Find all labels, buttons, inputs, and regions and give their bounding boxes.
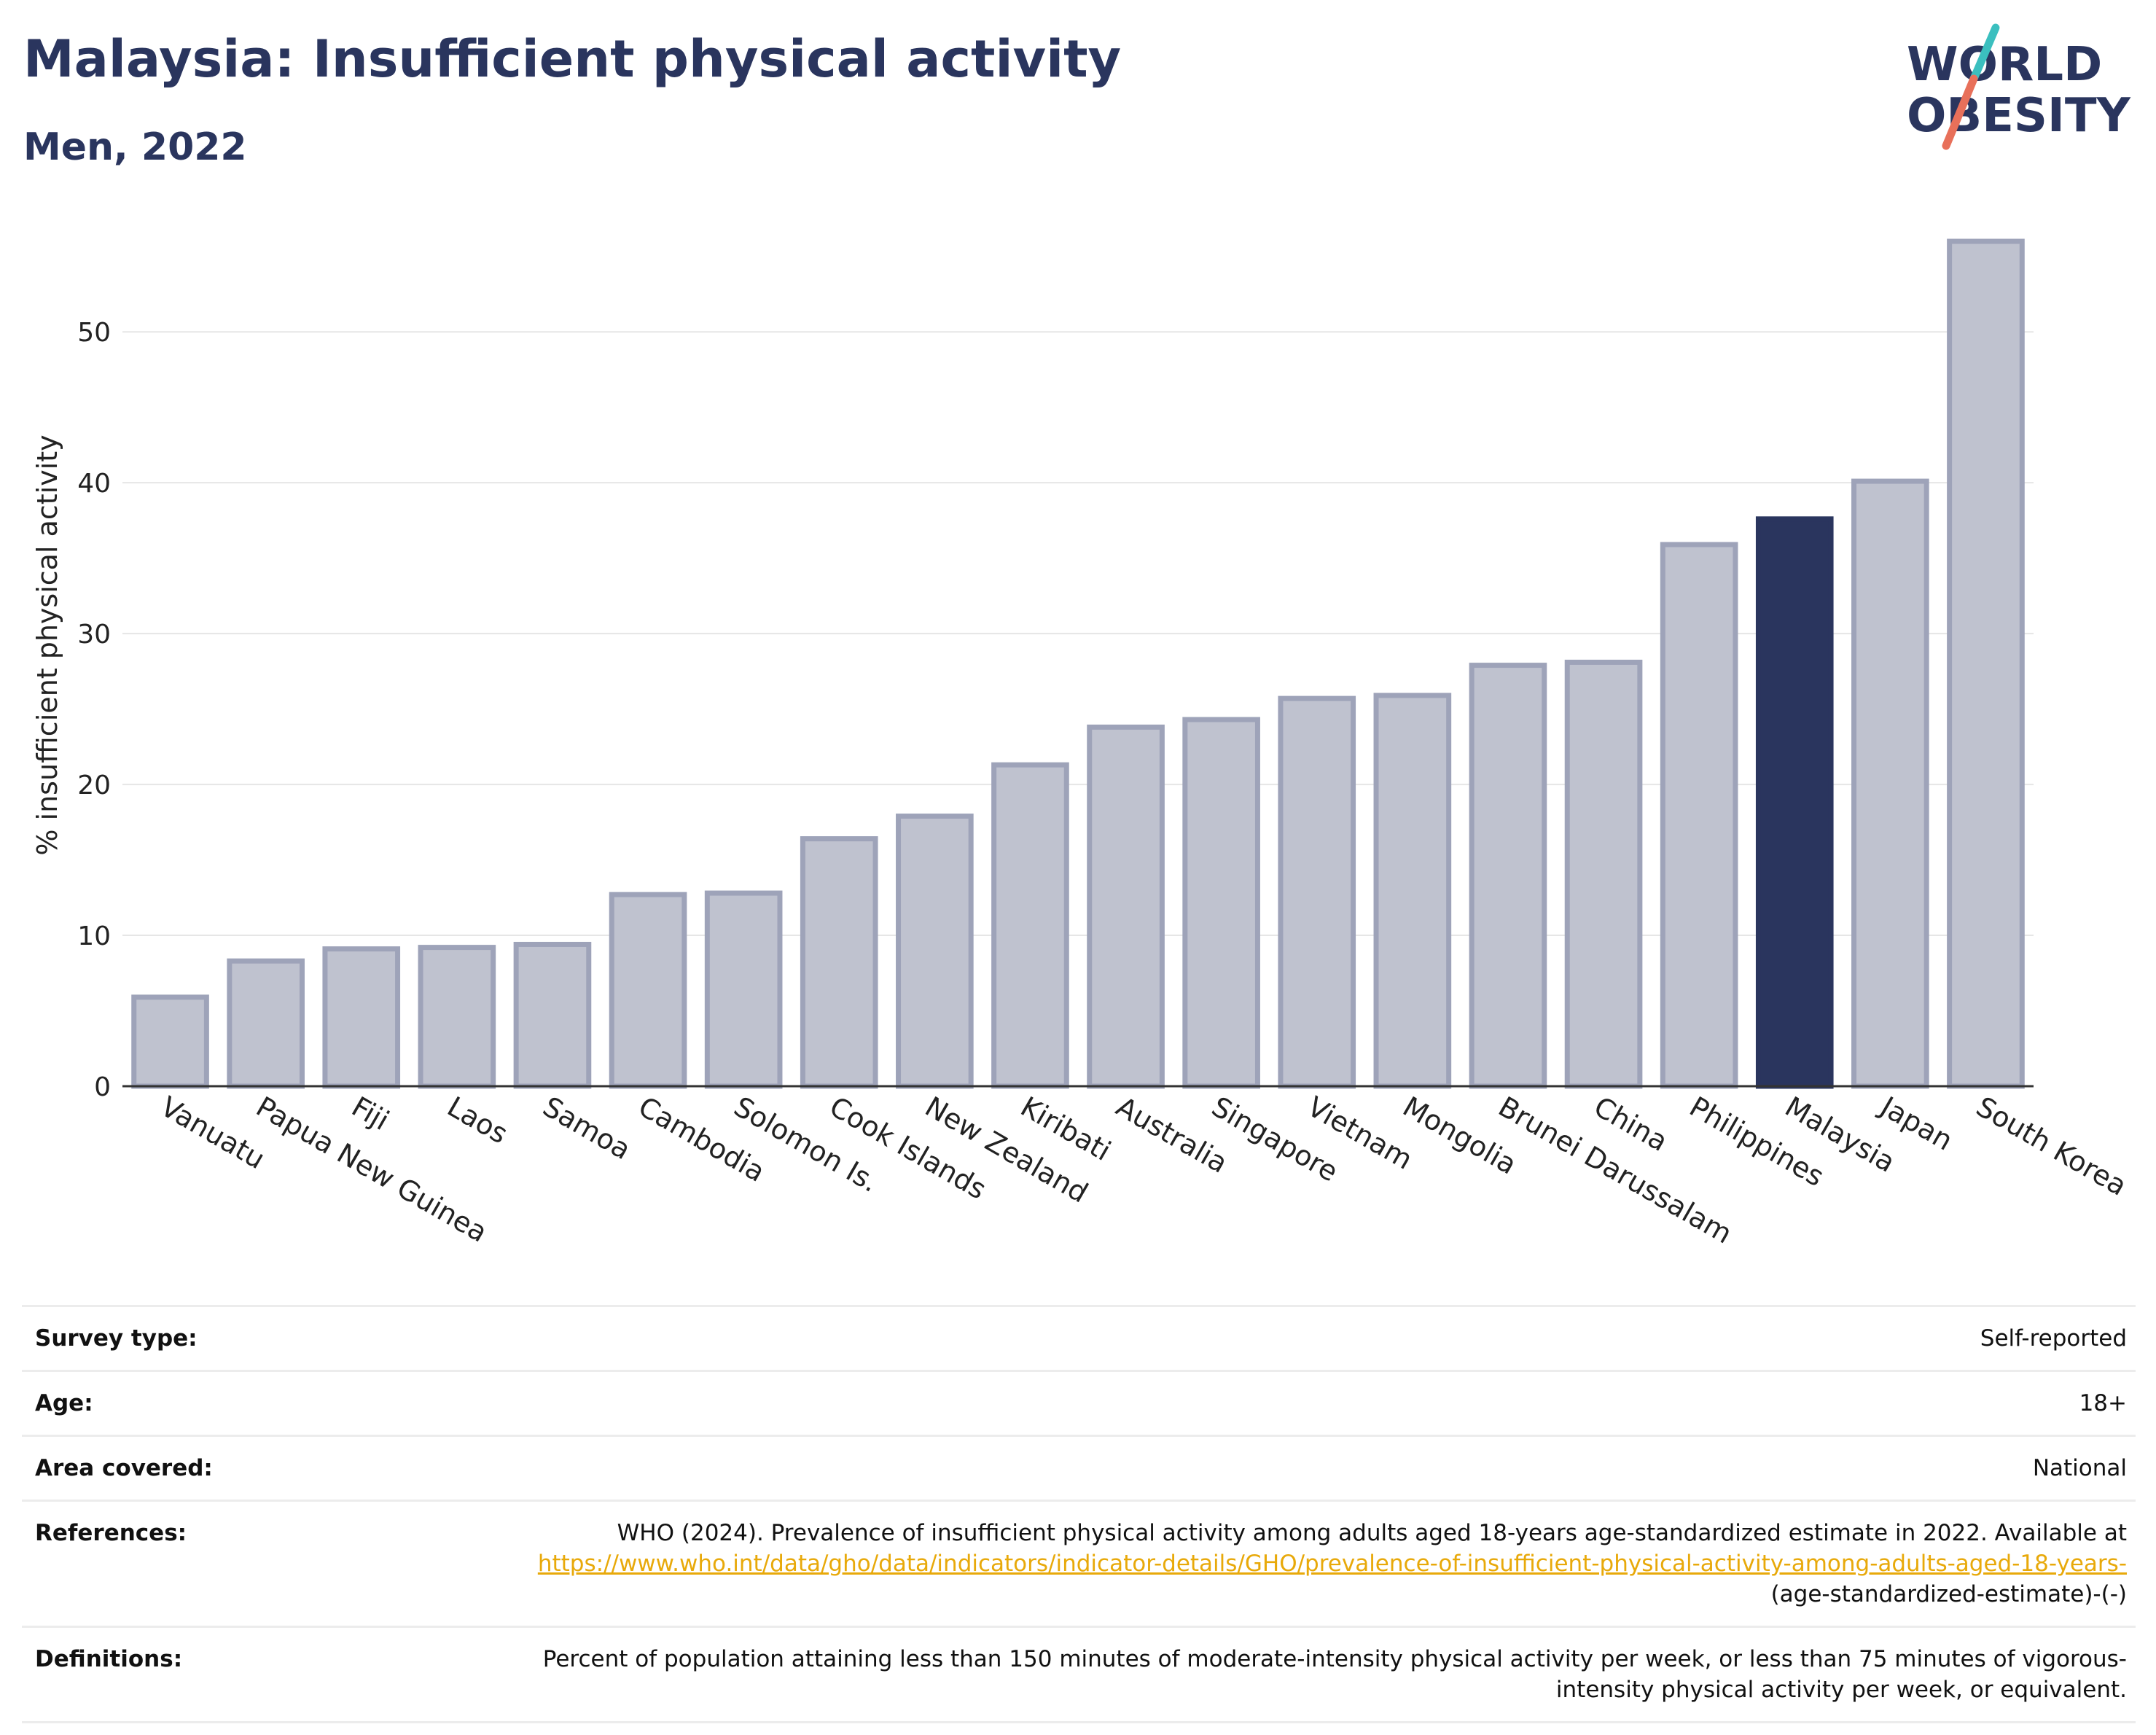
y-tick-label: 20 xyxy=(77,771,111,800)
logo-slash-coral xyxy=(1942,74,1978,150)
logo-line-1: WORLD xyxy=(1907,38,2102,92)
bar-vanuatu xyxy=(131,994,209,1089)
bar-japan xyxy=(1851,478,1929,1089)
references-text: WHO (2024). Prevalence of insufficient p… xyxy=(617,1520,2127,1546)
bar-new-zealand xyxy=(896,814,974,1089)
bar-kiribati xyxy=(991,762,1069,1089)
y-tick-label: 30 xyxy=(77,620,111,650)
y-tick-label: 40 xyxy=(77,469,111,499)
bar-australia xyxy=(1087,724,1165,1089)
x-tick-label: Samoa xyxy=(537,1091,636,1166)
bar-solomon-is xyxy=(704,890,783,1089)
bar-mongolia xyxy=(1373,693,1452,1089)
bars xyxy=(131,238,2025,1089)
gridlines xyxy=(122,331,2034,937)
bar-vietnam xyxy=(1278,695,1356,1089)
x-tick-label: South Korea xyxy=(1971,1091,2132,1202)
logo-line-2: OBESITY xyxy=(1907,89,2130,143)
y-tick-label: 50 xyxy=(77,318,111,348)
bar-malaysia xyxy=(1755,516,1834,1089)
info-value: Self-reported xyxy=(481,1305,2136,1372)
info-value: 18+ xyxy=(481,1370,2136,1437)
references-suffix: (age-standardized-estimate)-(-) xyxy=(1770,1581,2127,1607)
bar-china xyxy=(1564,659,1643,1089)
x-tick-label: Vanuatu xyxy=(155,1091,270,1175)
bar-brunei-darussalam xyxy=(1469,663,1547,1089)
world-obesity-logo: WORLD OBESITY xyxy=(1907,23,2130,150)
references-value: WHO (2024). Prevalence of insufficient p… xyxy=(481,1500,2136,1628)
info-row-definitions: Definitions: Percent of population attain… xyxy=(22,1626,2136,1723)
bar-singapore xyxy=(1182,717,1260,1089)
info-row: Survey type: Self-reported xyxy=(22,1305,2136,1372)
info-label: Area covered: xyxy=(22,1435,481,1502)
bar-south-korea xyxy=(1947,238,2025,1089)
bar-fiji xyxy=(322,946,401,1089)
bar-samoa xyxy=(513,941,592,1089)
y-axis-label: % insufficient physical activity xyxy=(31,434,63,855)
info-row: Area covered: National xyxy=(22,1435,2136,1502)
definitions-value: Percent of population attaining less tha… xyxy=(481,1626,2136,1723)
bar-philippines xyxy=(1660,542,1738,1089)
info-table: Survey type: Self-reported Age: 18+ Area cov… xyxy=(22,1305,2136,1723)
logo-slash-teal xyxy=(1969,23,2000,83)
info-label: References: xyxy=(22,1500,481,1628)
x-tick-label: Fiji xyxy=(346,1091,394,1136)
x-tick-label: Laos xyxy=(442,1091,513,1150)
page-subtitle: Men, 2022 xyxy=(23,125,247,169)
info-row-references: References: WHO (2024). Prevalence of ins… xyxy=(22,1500,2136,1628)
x-tick-label: New Zealand xyxy=(920,1091,1093,1209)
y-tick-label: 0 xyxy=(94,1072,111,1102)
info-label: Age: xyxy=(22,1370,481,1437)
bar-papua-new-guinea xyxy=(227,958,305,1089)
page-title: Malaysia: Insufficient physical activity xyxy=(23,29,1122,89)
info-row: Age: 18+ xyxy=(22,1370,2136,1437)
bar-cambodia xyxy=(609,892,687,1089)
info-value: National xyxy=(481,1435,2136,1502)
references-link[interactable]: https://www.who.int/data/gho/data/indica… xyxy=(537,1551,2127,1577)
bar-laos xyxy=(418,945,496,1089)
y-tick-label: 10 xyxy=(77,921,111,951)
info-label: Survey type: xyxy=(22,1305,481,1372)
bar-cook-islands xyxy=(800,836,878,1089)
info-label: Definitions: xyxy=(22,1626,481,1723)
